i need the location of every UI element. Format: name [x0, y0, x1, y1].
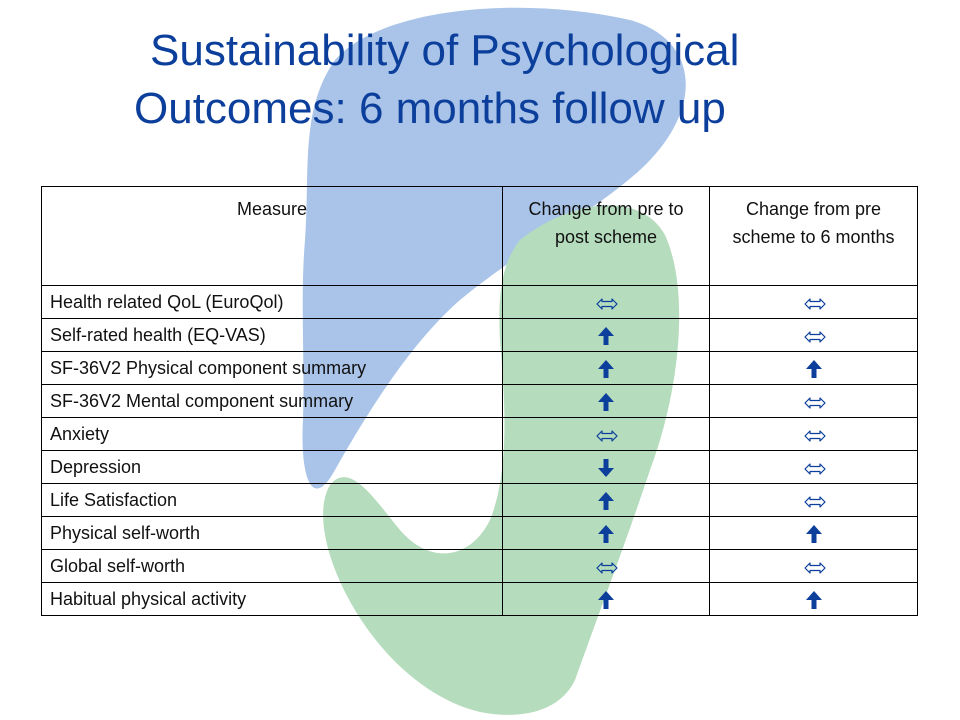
column-header-six-months: Change from pre scheme to 6 months — [709, 186, 918, 286]
table-row: Anxiety — [41, 417, 918, 451]
table-row: Health related QoL (EuroQol) — [41, 285, 918, 319]
change-post-scheme-cell — [502, 483, 710, 517]
outcomes-table: Measure Change from pre to post scheme C… — [41, 186, 918, 616]
change-six-months-cell — [709, 318, 918, 352]
change-six-months-cell — [709, 384, 918, 418]
double-headed-hollow-arrow-icon — [596, 294, 618, 312]
double-headed-hollow-arrow-icon — [596, 558, 618, 576]
table-row: Habitual physical activity — [41, 582, 918, 616]
up-arrow-icon — [596, 491, 616, 510]
table-row: SF-36V2 Physical component summary — [41, 351, 918, 385]
title-line-2: Outcomes: 6 months follow up — [134, 84, 726, 133]
up-arrow-icon — [804, 359, 824, 378]
double-headed-hollow-arrow-icon — [596, 426, 618, 444]
column-header-measure: Measure — [41, 186, 503, 286]
table-row: Depression — [41, 450, 918, 484]
double-headed-hollow-arrow-icon — [803, 327, 826, 345]
up-arrow-icon — [596, 359, 616, 378]
change-post-scheme-cell — [502, 351, 710, 385]
change-post-scheme-cell — [502, 549, 710, 583]
up-arrow-icon — [596, 524, 616, 543]
double-headed-hollow-arrow-icon — [803, 393, 826, 411]
change-six-months-cell — [709, 351, 918, 385]
measure-label: SF-36V2 Physical component summary — [41, 351, 503, 385]
up-arrow-icon — [596, 392, 616, 411]
table-row: Self-rated health (EQ-VAS) — [41, 318, 918, 352]
measure-label: SF-36V2 Mental component summary — [41, 384, 503, 418]
up-arrow-icon — [804, 590, 824, 609]
page-title: Sustainability of Psychological Outcomes… — [0, 22, 960, 138]
change-post-scheme-cell — [502, 516, 710, 550]
change-six-months-cell — [709, 549, 918, 583]
double-headed-hollow-arrow-icon — [803, 426, 826, 444]
change-post-scheme-cell — [502, 318, 710, 352]
double-headed-hollow-arrow-icon — [803, 492, 826, 510]
double-headed-hollow-arrow-icon — [803, 558, 826, 576]
change-post-scheme-cell — [502, 417, 710, 451]
measure-label: Depression — [41, 450, 503, 484]
table-header-row: Measure Change from pre to post scheme C… — [41, 186, 918, 286]
change-post-scheme-cell — [502, 285, 710, 319]
table-row: Global self-worth — [41, 549, 918, 583]
change-six-months-cell — [709, 417, 918, 451]
change-six-months-cell — [709, 516, 918, 550]
change-post-scheme-cell — [502, 384, 710, 418]
change-six-months-cell — [709, 483, 918, 517]
measure-label: Anxiety — [41, 417, 503, 451]
measure-label: Health related QoL (EuroQol) — [41, 285, 503, 319]
table-row: SF-36V2 Mental component summary — [41, 384, 918, 418]
change-post-scheme-cell — [502, 582, 710, 616]
title-line-1: Sustainability of Psychological — [150, 26, 740, 75]
change-post-scheme-cell — [502, 450, 710, 484]
measure-label: Global self-worth — [41, 549, 503, 583]
down-arrow-icon — [596, 458, 616, 477]
measure-label: Self-rated health (EQ-VAS) — [41, 318, 503, 352]
change-six-months-cell — [709, 450, 918, 484]
up-arrow-icon — [596, 590, 616, 609]
double-headed-hollow-arrow-icon — [803, 294, 826, 312]
change-six-months-cell — [709, 285, 918, 319]
table-row: Physical self-worth — [41, 516, 918, 550]
change-six-months-cell — [709, 582, 918, 616]
double-headed-hollow-arrow-icon — [803, 459, 826, 477]
up-arrow-icon — [596, 326, 616, 345]
table-row: Life Satisfaction — [41, 483, 918, 517]
up-arrow-icon — [804, 524, 824, 543]
measure-label: Habitual physical activity — [41, 582, 503, 616]
measure-label: Physical self-worth — [41, 516, 503, 550]
measure-label: Life Satisfaction — [41, 483, 503, 517]
column-header-post-scheme: Change from pre to post scheme — [502, 186, 710, 286]
